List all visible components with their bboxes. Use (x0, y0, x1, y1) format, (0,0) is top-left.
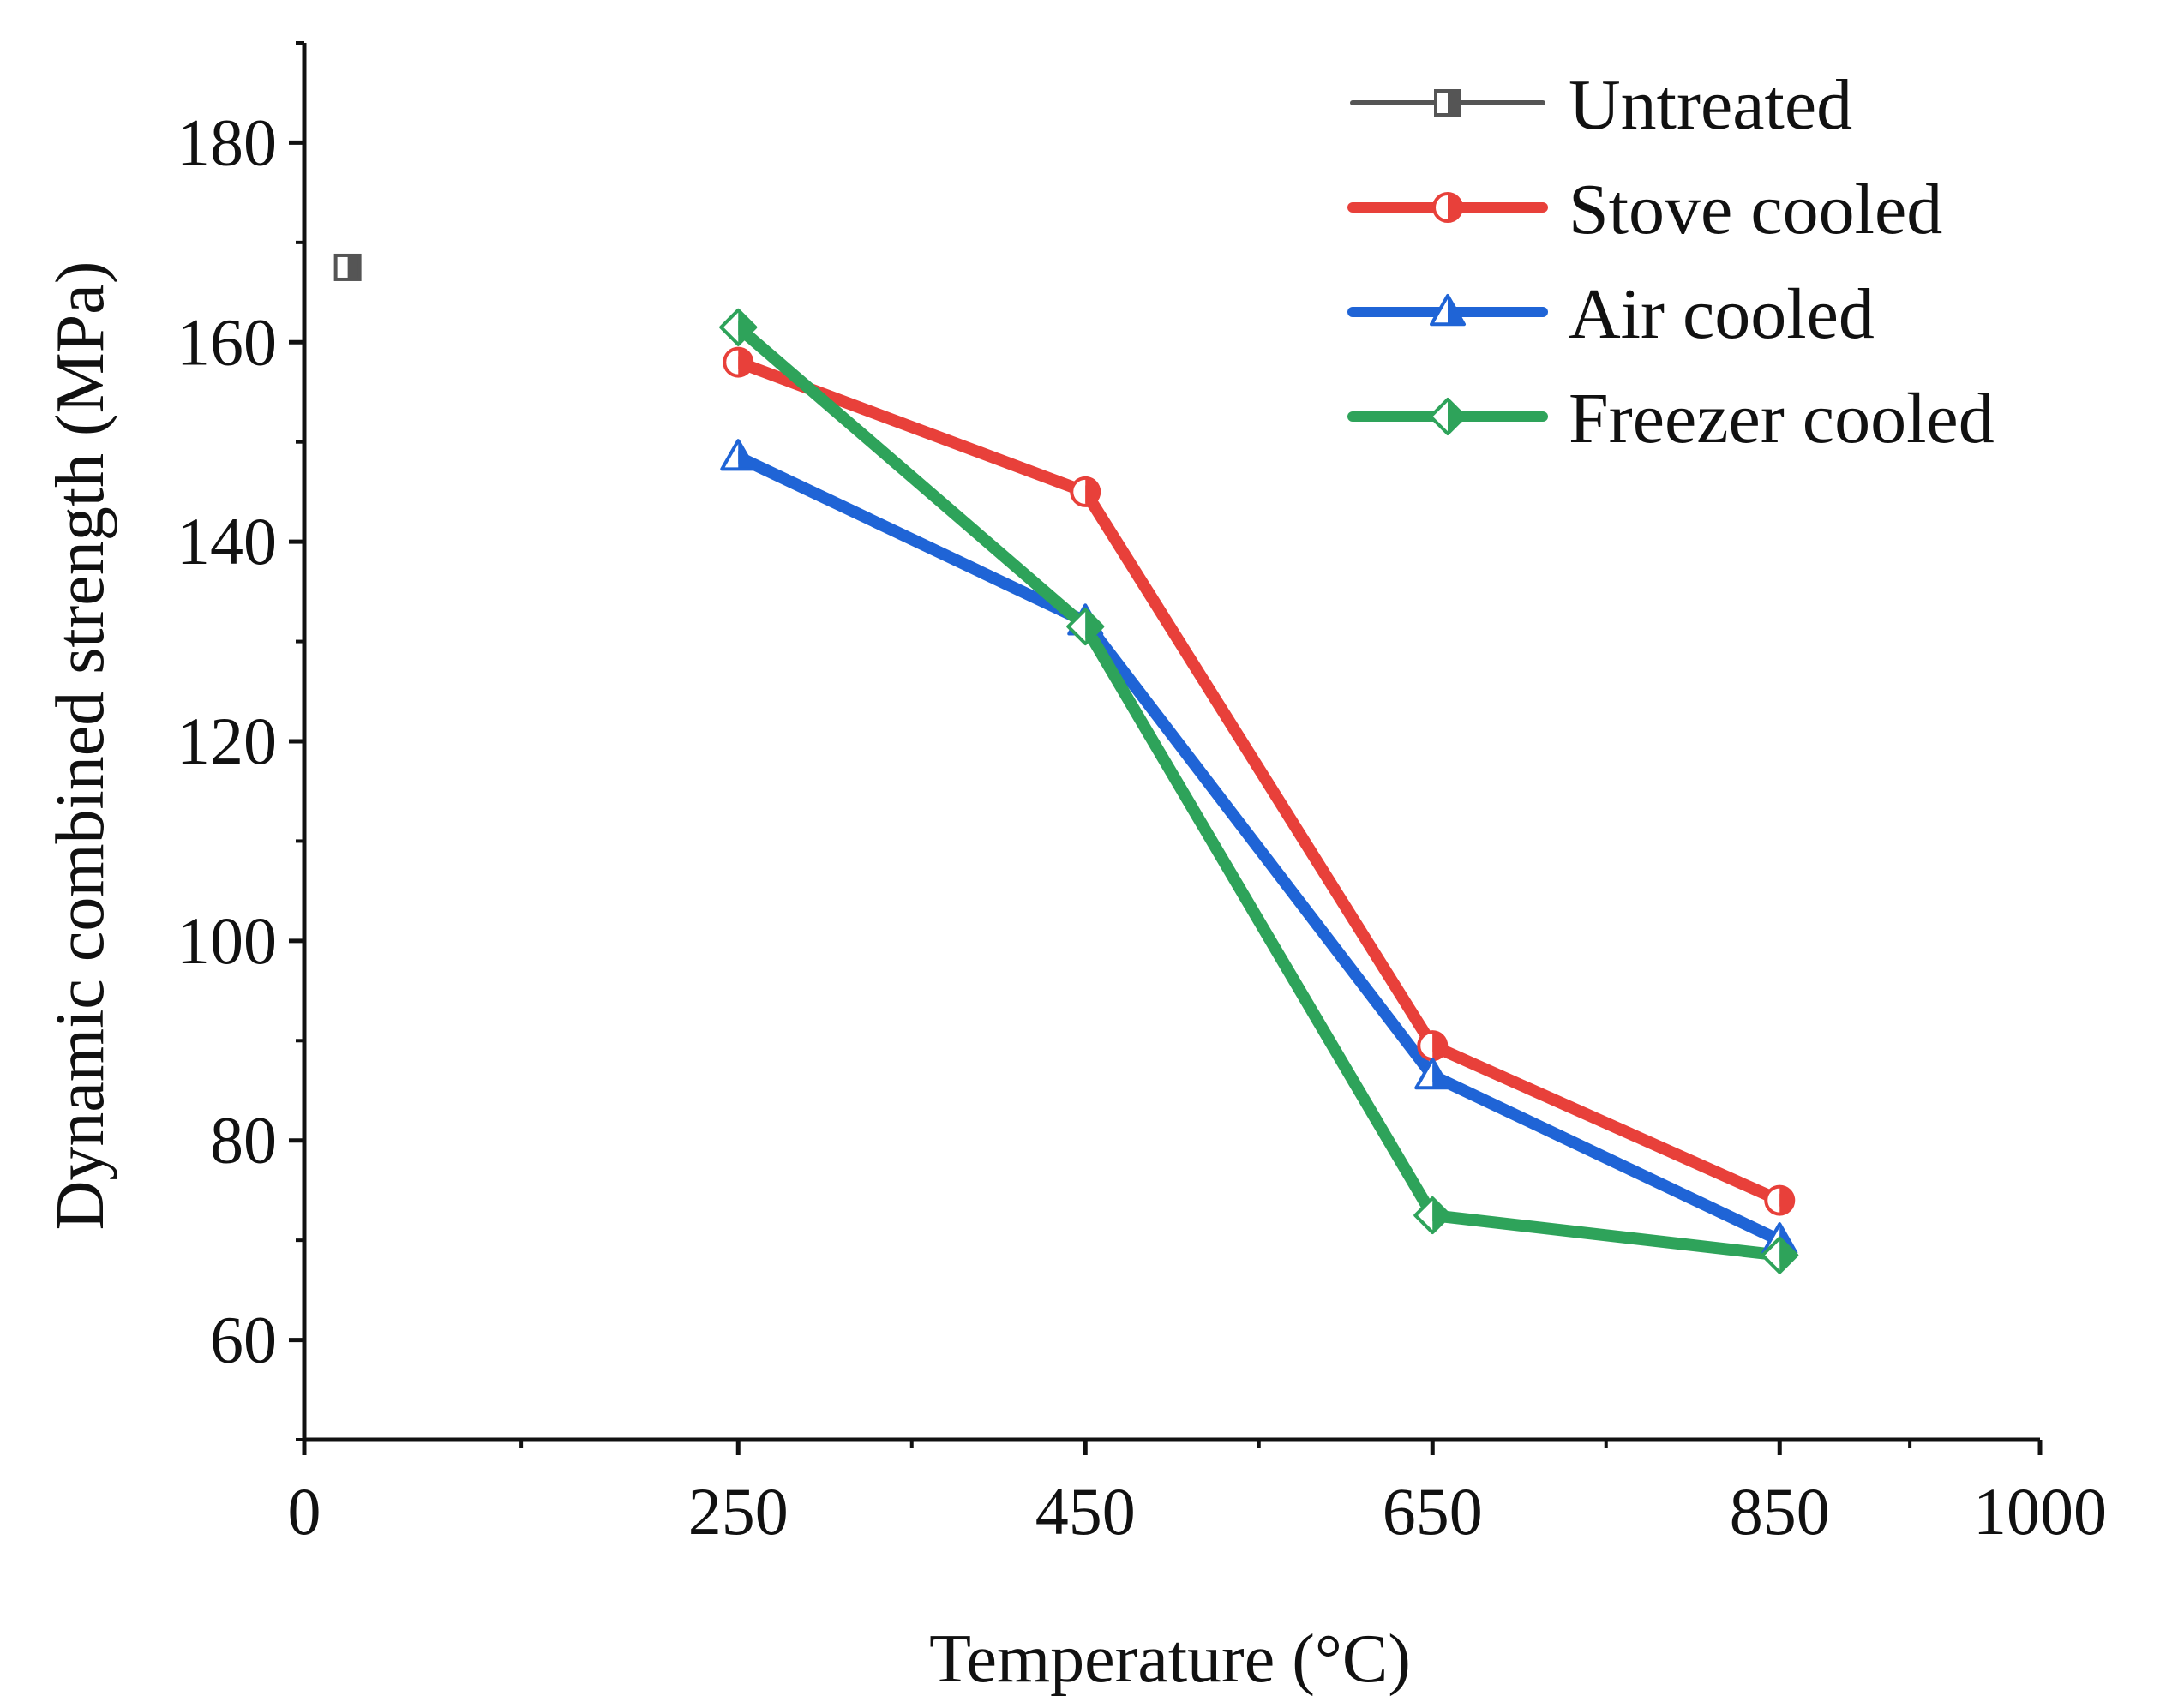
y-tick-label: 180 (177, 105, 277, 179)
x-tick-label: 850 (1730, 1474, 1830, 1549)
marker-outline (1432, 192, 1463, 223)
y-tick-label: 100 (177, 903, 277, 978)
axes: 60 80 100 120 140 160 180 0 250 450 650 850 1000 (177, 41, 2107, 1549)
marker-outline (720, 439, 757, 471)
data-point-stove-cooled (1070, 476, 1101, 507)
marker-half (1448, 91, 1460, 115)
marker-outline (1434, 89, 1461, 117)
data-point-freezer-cooled (719, 308, 758, 346)
legend-item-air-cooled: Air cooled (1347, 274, 1875, 354)
marker-half (1085, 609, 1103, 644)
legend-label: Air cooled (1569, 274, 1875, 354)
y-axis-title: Dynamic combined strength (MPa) (43, 261, 118, 1231)
marker-half (1762, 1238, 1780, 1273)
data-point-freezer-cooled (1066, 608, 1105, 646)
x-axis-title: Temperature (°C) (929, 1621, 1411, 1697)
legend: Untreated Stove cooled Air cooled Freezer c… (1347, 65, 1995, 458)
data-point-air-cooled (1414, 1058, 1451, 1090)
legend-label: Untreated (1569, 65, 1852, 145)
legend-marker (1434, 89, 1461, 117)
marker-outline (1070, 476, 1101, 507)
marker-outline (1764, 1184, 1796, 1216)
marker-half (347, 255, 360, 279)
marker-half (1068, 609, 1086, 644)
y-tick-label: 160 (177, 304, 277, 379)
marker-half (1448, 399, 1465, 434)
marker-outline (1066, 608, 1105, 646)
marker-half (1779, 1238, 1797, 1273)
marker-half (1431, 399, 1448, 434)
data-point-freezer-cooled (1761, 1236, 1799, 1274)
legend-label: Freezer cooled (1569, 379, 1995, 458)
marker-half (335, 255, 348, 279)
marker-outline (723, 346, 754, 378)
legend-label: Stove cooled (1569, 170, 1942, 249)
legend-marker (1432, 192, 1463, 223)
data-point-stove-cooled (1417, 1030, 1449, 1062)
marker-half (1415, 1198, 1433, 1233)
y-tick-label: 60 (210, 1303, 277, 1377)
marker-half (1432, 1198, 1450, 1233)
y-tick-label: 120 (177, 704, 277, 778)
legend-item-untreated: Untreated (1350, 65, 1852, 145)
legend-item-stove-cooled: Stove cooled (1347, 170, 1942, 249)
legend-marker (1430, 294, 1466, 327)
marker-outline (1413, 1196, 1452, 1235)
marker-outline (1429, 398, 1467, 435)
y-tick-label: 80 (210, 1103, 277, 1178)
marker-outline (1430, 294, 1466, 327)
data-point-freezer-cooled (1413, 1196, 1452, 1235)
legend-marker (1429, 398, 1467, 435)
data-point-air-cooled (720, 439, 757, 471)
x-tick-label: 1000 (1973, 1474, 2107, 1549)
series-line-freezer-cooled (732, 321, 1786, 1262)
x-tick-label: 250 (688, 1474, 789, 1549)
series-line-stove-cooled (732, 356, 1786, 1207)
marker-outline (1414, 1058, 1451, 1090)
y-tick-label: 140 (177, 504, 277, 578)
data-point-stove-cooled (1764, 1184, 1796, 1216)
marker-half (738, 309, 756, 345)
series-line-air-cooled (732, 451, 1786, 1247)
x-tick-label: 650 (1383, 1474, 1483, 1549)
marker-half (1436, 91, 1448, 115)
legend-item-freezer-cooled: Freezer cooled (1347, 379, 1995, 458)
series-layer (333, 253, 1799, 1274)
marker-outline (333, 253, 362, 281)
marker-outline (719, 308, 758, 346)
data-point-untreated (333, 253, 362, 281)
marker-outline (1761, 1236, 1799, 1274)
x-tick-label: 450 (1035, 1474, 1136, 1549)
data-point-stove-cooled (723, 346, 754, 378)
x-tick-label: 0 (288, 1474, 321, 1549)
marker-half (721, 309, 739, 345)
